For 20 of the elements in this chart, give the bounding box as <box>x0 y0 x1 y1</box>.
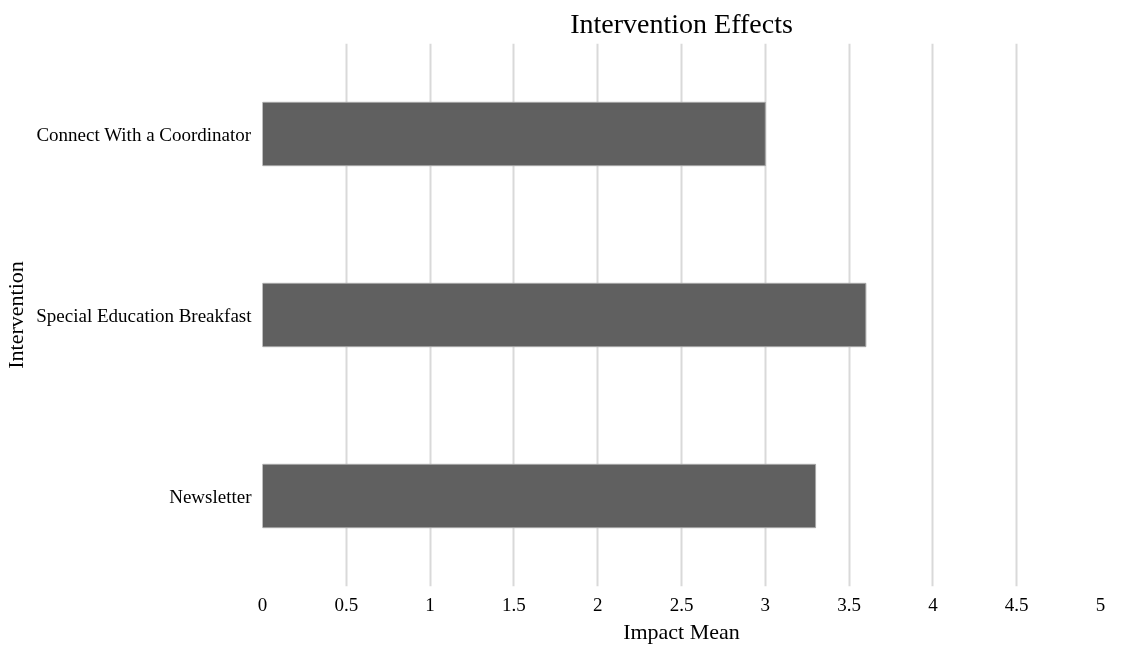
x-tick-label: 3 <box>760 593 771 615</box>
bar <box>262 282 867 348</box>
bar <box>262 101 766 167</box>
x-tick-label: 4 <box>928 593 939 615</box>
y-tick-label: Special Education Breakfast <box>36 304 253 326</box>
x-tick-label: 2 <box>592 593 603 615</box>
x-tick-label: 2.5 <box>669 593 694 615</box>
x-tick-label: 4.5 <box>1004 593 1029 615</box>
x-tick-label: 1 <box>425 593 435 615</box>
x-tick-label: 3.5 <box>837 593 861 615</box>
x-axis-title: Impact Mean <box>623 618 740 644</box>
x-tick-label: 0 <box>257 593 268 615</box>
x-tick-label: 5 <box>1095 593 1106 615</box>
y-tick-label: Connect With a Coordinator <box>36 123 252 145</box>
y-tick-label: Newsletter <box>169 485 253 507</box>
bar <box>262 463 817 529</box>
chart-title: Intervention Effects <box>570 7 793 39</box>
y-axis-title: Intervention <box>3 261 29 369</box>
x-tick-label: 0.5 <box>334 593 359 615</box>
x-tick-label: 1.5 <box>502 593 526 615</box>
